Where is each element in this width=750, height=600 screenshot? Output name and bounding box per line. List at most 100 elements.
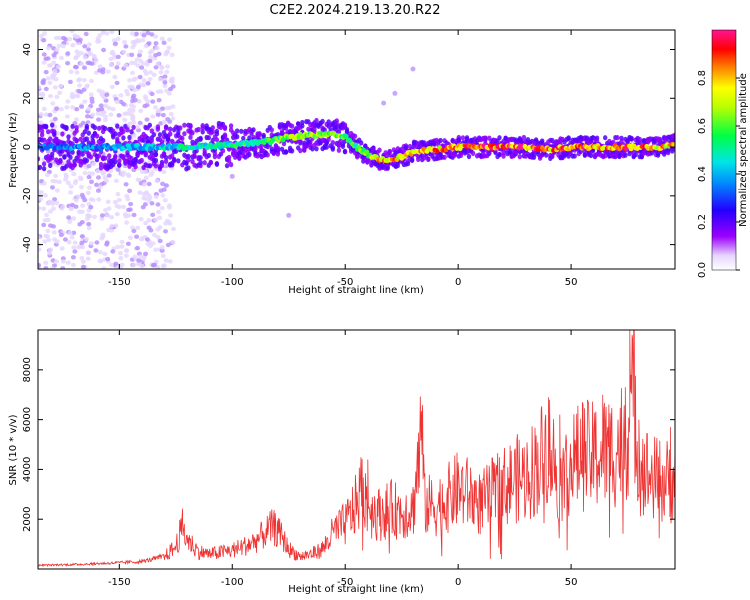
noise-blob [134,234,140,239]
noise-blob [148,228,154,233]
spectrogram-x-tick-label: -150 [108,277,131,288]
figure-title: C2E2.2024.219.13.20.R22 [269,3,440,18]
noise-blob [53,179,58,184]
noise-blob [152,262,158,267]
noise-blob [74,107,80,112]
noise-blob [52,197,58,202]
noise-blob [38,91,42,97]
noise-blob [38,196,44,202]
noise-blob [86,163,92,169]
halo-blob [60,131,65,137]
noise-blob [47,112,53,118]
halo-blob [38,156,41,162]
noise-blob [57,90,63,96]
halo-blob [139,157,144,164]
ridge-blob [356,144,362,150]
noise-blob [65,99,71,104]
noise-blob [90,197,96,203]
noise-blob [66,215,72,220]
halo-blob [582,152,588,158]
halo-blob [403,144,409,151]
spectrogram-x-tick-label: 0 [455,277,461,288]
noise-blob [137,74,143,80]
halo-blob [251,127,256,133]
halo-blob [497,135,502,141]
halo-blob [127,134,132,141]
noise-blob [122,117,128,123]
noise-blob [115,192,121,197]
halo-blob [50,151,55,157]
noise-blob [97,33,103,38]
noise-blob [89,61,95,66]
noise-blob [123,253,129,258]
noise-blob [97,184,103,190]
noise-blob [165,64,170,69]
halo-blob [133,164,138,170]
noise-blob [72,249,78,254]
noise-blob [158,188,164,193]
noise-blob [54,188,60,193]
noise-blob [79,256,85,261]
noise-blob [43,266,49,269]
noise-blob [38,193,42,198]
noise-blob [54,239,60,244]
noise-blob [130,225,135,230]
noise-blob [153,65,159,70]
noise-blob [122,40,128,45]
noise-blob [46,237,52,243]
noise-blob [38,262,42,268]
noise-blob [65,51,71,56]
noise-blob [131,93,137,99]
noise-blob [130,114,136,120]
noise-blob [106,173,112,178]
noise-blob [140,38,146,43]
halo-blob [603,135,608,141]
noise-blob [70,255,76,260]
halo-blob [314,117,319,124]
noise-blob [65,180,71,186]
halo-blob [153,163,159,169]
noise-blob [50,101,56,106]
halo-blob [72,162,77,168]
halo-blob [186,165,191,171]
noise-blob [137,120,143,126]
halo-blob [483,137,488,143]
halo-blob [188,134,193,140]
noise-blob [166,91,172,96]
halo-blob [308,142,313,148]
noise-blob [101,47,107,53]
noise-blob [149,201,155,206]
noise-blob [74,49,80,54]
halo-blob [310,146,315,152]
snr-panel: -150 -100 -50 0 50 2000 4000 6000 8000 Height of… [8,329,676,595]
noise-blob [123,63,129,68]
noise-blob [116,113,122,118]
noise-blob [155,112,161,117]
noise-blob [41,181,47,186]
noise-blob [47,209,53,214]
halo-blob [58,159,63,165]
noise-blob [48,247,54,252]
noise-blob [109,223,115,229]
noise-blob [110,49,116,55]
noise-blob [137,53,142,58]
noise-blob [74,34,80,40]
halo-blob [78,136,83,142]
noise-blob [161,263,167,268]
ridge-blob [364,149,370,155]
noise-blob [143,220,149,226]
noise-blob [148,243,153,248]
halo-blob [153,157,159,164]
halo-blob [438,137,443,144]
halo-blob [239,128,244,134]
noise-blob [56,64,61,69]
noise-blob [167,259,173,264]
noise-blob [139,263,145,269]
noise-blob [169,52,175,58]
noise-blob [54,47,60,52]
snr-series-line [38,330,675,568]
noise-blob [109,228,115,233]
outlier-blob [381,100,387,106]
noise-blob [112,199,118,205]
noise-blob [153,217,159,222]
